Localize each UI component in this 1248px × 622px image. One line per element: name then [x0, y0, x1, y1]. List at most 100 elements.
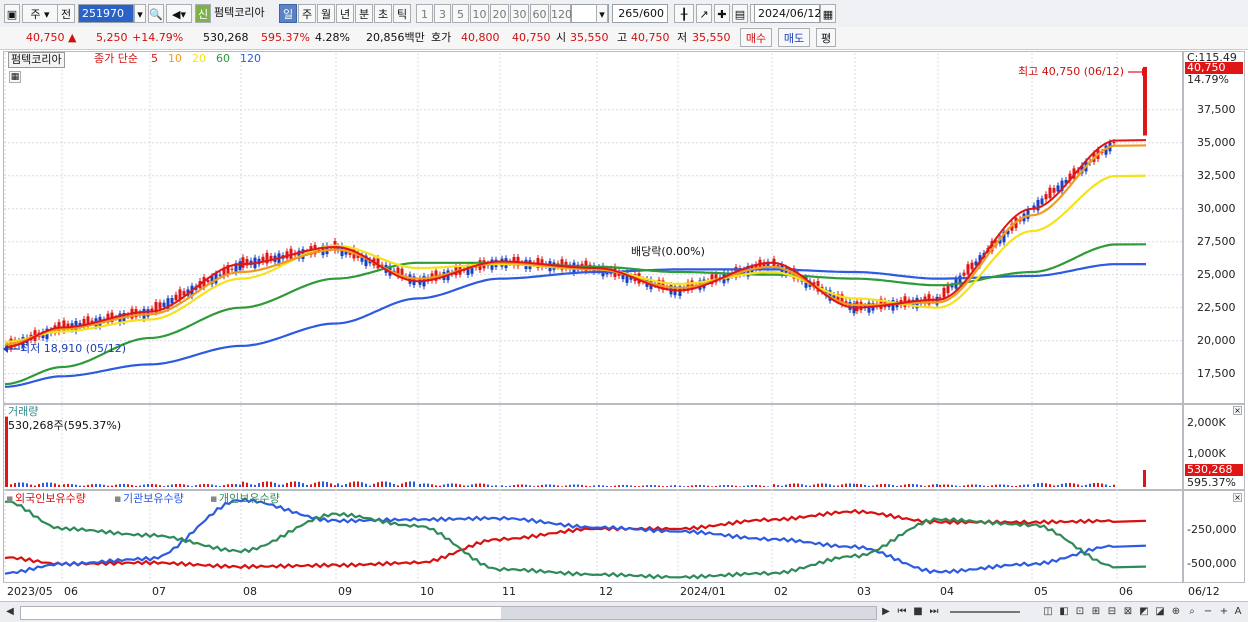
- view-icon-8[interactable]: ◪: [1155, 606, 1165, 617]
- view-icon-1[interactable]: ◫: [1043, 606, 1053, 617]
- scrollbar-thumb[interactable]: [501, 607, 876, 619]
- scroll-left-icon[interactable]: ◀: [6, 606, 14, 617]
- period-type-select[interactable]: 주 ▾: [22, 4, 58, 23]
- low-label: 저: [677, 31, 688, 44]
- scroll-toolbar: ◀ ▶ ⏮ ■ ⏭ ◫ ◧ ⊡ ⊞ ⊟ ⊠ ◩ ◪ ⊕ ⌕ − + A: [0, 601, 1248, 622]
- search-icon[interactable]: 🔍: [148, 4, 164, 23]
- holdings-close-icon[interactable]: ×: [1233, 493, 1242, 502]
- view-icon-5[interactable]: ⊟: [1107, 606, 1117, 617]
- text-size-icon[interactable]: A: [1234, 606, 1242, 617]
- interval-button-120[interactable]: 120: [550, 4, 572, 23]
- interval-button-10[interactable]: 10: [470, 4, 489, 23]
- holdings-legend-marker: ▪: [210, 492, 218, 505]
- period-button-0[interactable]: 일: [279, 4, 297, 23]
- prev-button[interactable]: 전: [57, 4, 75, 23]
- volume-chart-panel[interactable]: [3, 404, 1183, 490]
- sell-button[interactable]: 매도: [778, 28, 810, 47]
- forward-icon[interactable]: ⏭: [929, 606, 939, 617]
- x-axis-right-label: 06/12: [1188, 585, 1220, 598]
- buy-button[interactable]: 매수: [740, 28, 772, 47]
- volume-ratio: 595.37%: [261, 31, 310, 44]
- interval-button-1[interactable]: 1: [416, 4, 433, 23]
- price-tag: 40,750: [1185, 62, 1243, 74]
- price-change: 5,250: [96, 31, 128, 44]
- calendar-icon[interactable]: ▦: [820, 4, 836, 23]
- volume-current: 530,268주(595.37%): [8, 419, 122, 432]
- date-input[interactable]: 2024/06/12: [754, 4, 821, 23]
- scroll-right-icon[interactable]: ▶: [882, 606, 890, 617]
- interval-button-60[interactable]: 60: [530, 4, 549, 23]
- pct-tag: 14.79%: [1187, 73, 1229, 86]
- volume-title: 거래량: [8, 405, 39, 418]
- low-price: 35,550: [692, 31, 731, 44]
- period-button-4[interactable]: 분: [355, 4, 373, 23]
- holdings-y-label-1: -250,000: [1187, 523, 1237, 536]
- count-input[interactable]: 265/600: [612, 4, 668, 23]
- period-button-6[interactable]: 틱: [393, 4, 411, 23]
- view-icon-6[interactable]: ⊠: [1123, 606, 1133, 617]
- period-button-2[interactable]: 월: [317, 4, 335, 23]
- grid-toggle-icon[interactable]: ▦: [9, 71, 21, 83]
- current-price: 40,750: [26, 31, 65, 44]
- credit-badge: 신: [195, 4, 211, 23]
- search-icon-2[interactable]: ⌕: [1189, 606, 1195, 617]
- price-y-label: 22,500: [1197, 300, 1236, 314]
- stock-code-input[interactable]: 251970: [78, 4, 134, 23]
- save-icon[interactable]: ▤: [732, 4, 748, 23]
- view-icon-2[interactable]: ◧: [1059, 606, 1069, 617]
- open-label: 시: [556, 31, 567, 44]
- x-axis-label: 08: [243, 585, 257, 598]
- open-price: 35,550: [570, 31, 609, 44]
- scrollbar-track[interactable]: [20, 606, 877, 620]
- x-axis-label: 07: [152, 585, 166, 598]
- volume-value: 530,268: [203, 31, 249, 44]
- ma-legend-20: 20: [192, 52, 206, 65]
- code-dropdown-icon[interactable]: ▾: [134, 4, 146, 23]
- price-y-label: 37,500: [1197, 102, 1236, 116]
- rewind-icon[interactable]: ⏮: [897, 606, 907, 617]
- zoom-slider[interactable]: [950, 611, 1020, 613]
- volume-y-label-2: 1,000K: [1187, 447, 1226, 460]
- interval-button-20[interactable]: 20: [490, 4, 509, 23]
- volume-close-icon[interactable]: ×: [1233, 406, 1242, 415]
- volume-y-label-1: 2,000K: [1187, 416, 1226, 429]
- zoom-in-icon[interactable]: +: [1219, 606, 1229, 617]
- view-icon-3[interactable]: ⊡: [1075, 606, 1085, 617]
- sound-icon[interactable]: ◀▾: [166, 4, 192, 23]
- price-y-label: 32,500: [1197, 168, 1236, 182]
- x-axis-label: 06: [1119, 585, 1133, 598]
- draw-tool-icon[interactable]: ↗: [696, 4, 712, 23]
- view-icon-4[interactable]: ⊞: [1091, 606, 1101, 617]
- view-icon-7[interactable]: ◩: [1139, 606, 1149, 617]
- price-y-label: 27,500: [1197, 234, 1236, 248]
- interval-button-30[interactable]: 30: [510, 4, 529, 23]
- period-button-3[interactable]: 년: [336, 4, 354, 23]
- x-axis-label: 04: [940, 585, 954, 598]
- interval-dropdown-icon[interactable]: ▾: [596, 4, 608, 23]
- x-axis-label: 09: [338, 585, 352, 598]
- interval-button-5[interactable]: 5: [452, 4, 469, 23]
- price-chart-panel[interactable]: [3, 51, 1183, 404]
- x-axis-label: 02: [774, 585, 788, 598]
- turnover-rate: 4.28%: [315, 31, 350, 44]
- eval-button[interactable]: 평: [816, 28, 836, 47]
- high-price: 40,750: [631, 31, 670, 44]
- price-change-pct: +14.79%: [132, 31, 184, 44]
- ask-price: 40,750: [512, 31, 551, 44]
- zoom-out-icon[interactable]: −: [1203, 606, 1213, 617]
- x-axis-label: 06: [64, 585, 78, 598]
- period-button-1[interactable]: 주: [298, 4, 316, 23]
- period-button-5[interactable]: 초: [374, 4, 392, 23]
- candle-icon[interactable]: ╂: [674, 4, 694, 23]
- price-axis: [1183, 51, 1245, 404]
- stop-icon[interactable]: ■: [913, 606, 923, 617]
- crosshair-icon[interactable]: ✚: [714, 4, 730, 23]
- interval-button-3[interactable]: 3: [434, 4, 451, 23]
- up-arrow-icon: ▲: [68, 31, 77, 44]
- magnify-icon[interactable]: ⊕: [1171, 606, 1181, 617]
- volume-pct-tag: 595.37%: [1187, 476, 1236, 489]
- window-layout-icon[interactable]: ▣: [4, 4, 20, 23]
- holdings-legend-1: 기관보유수량: [123, 492, 184, 505]
- price-y-label: 25,000: [1197, 267, 1236, 281]
- low-annotation: 최저 18,910 (05/12): [20, 342, 127, 355]
